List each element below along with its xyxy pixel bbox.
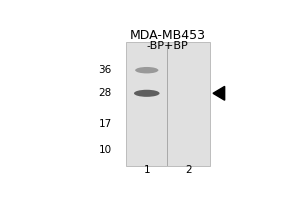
Polygon shape	[213, 86, 225, 100]
Text: 2: 2	[185, 165, 192, 175]
Text: 1: 1	[143, 165, 150, 175]
Text: 10: 10	[99, 145, 112, 155]
Text: 28: 28	[99, 88, 112, 98]
Text: 17: 17	[99, 119, 112, 129]
Text: -BP+BP: -BP+BP	[147, 41, 189, 51]
Text: MDA-MB453: MDA-MB453	[130, 29, 206, 42]
Bar	[167, 42, 168, 166]
Bar	[126, 42, 210, 166]
Ellipse shape	[134, 90, 160, 97]
Text: 36: 36	[99, 65, 112, 75]
Ellipse shape	[135, 67, 158, 73]
